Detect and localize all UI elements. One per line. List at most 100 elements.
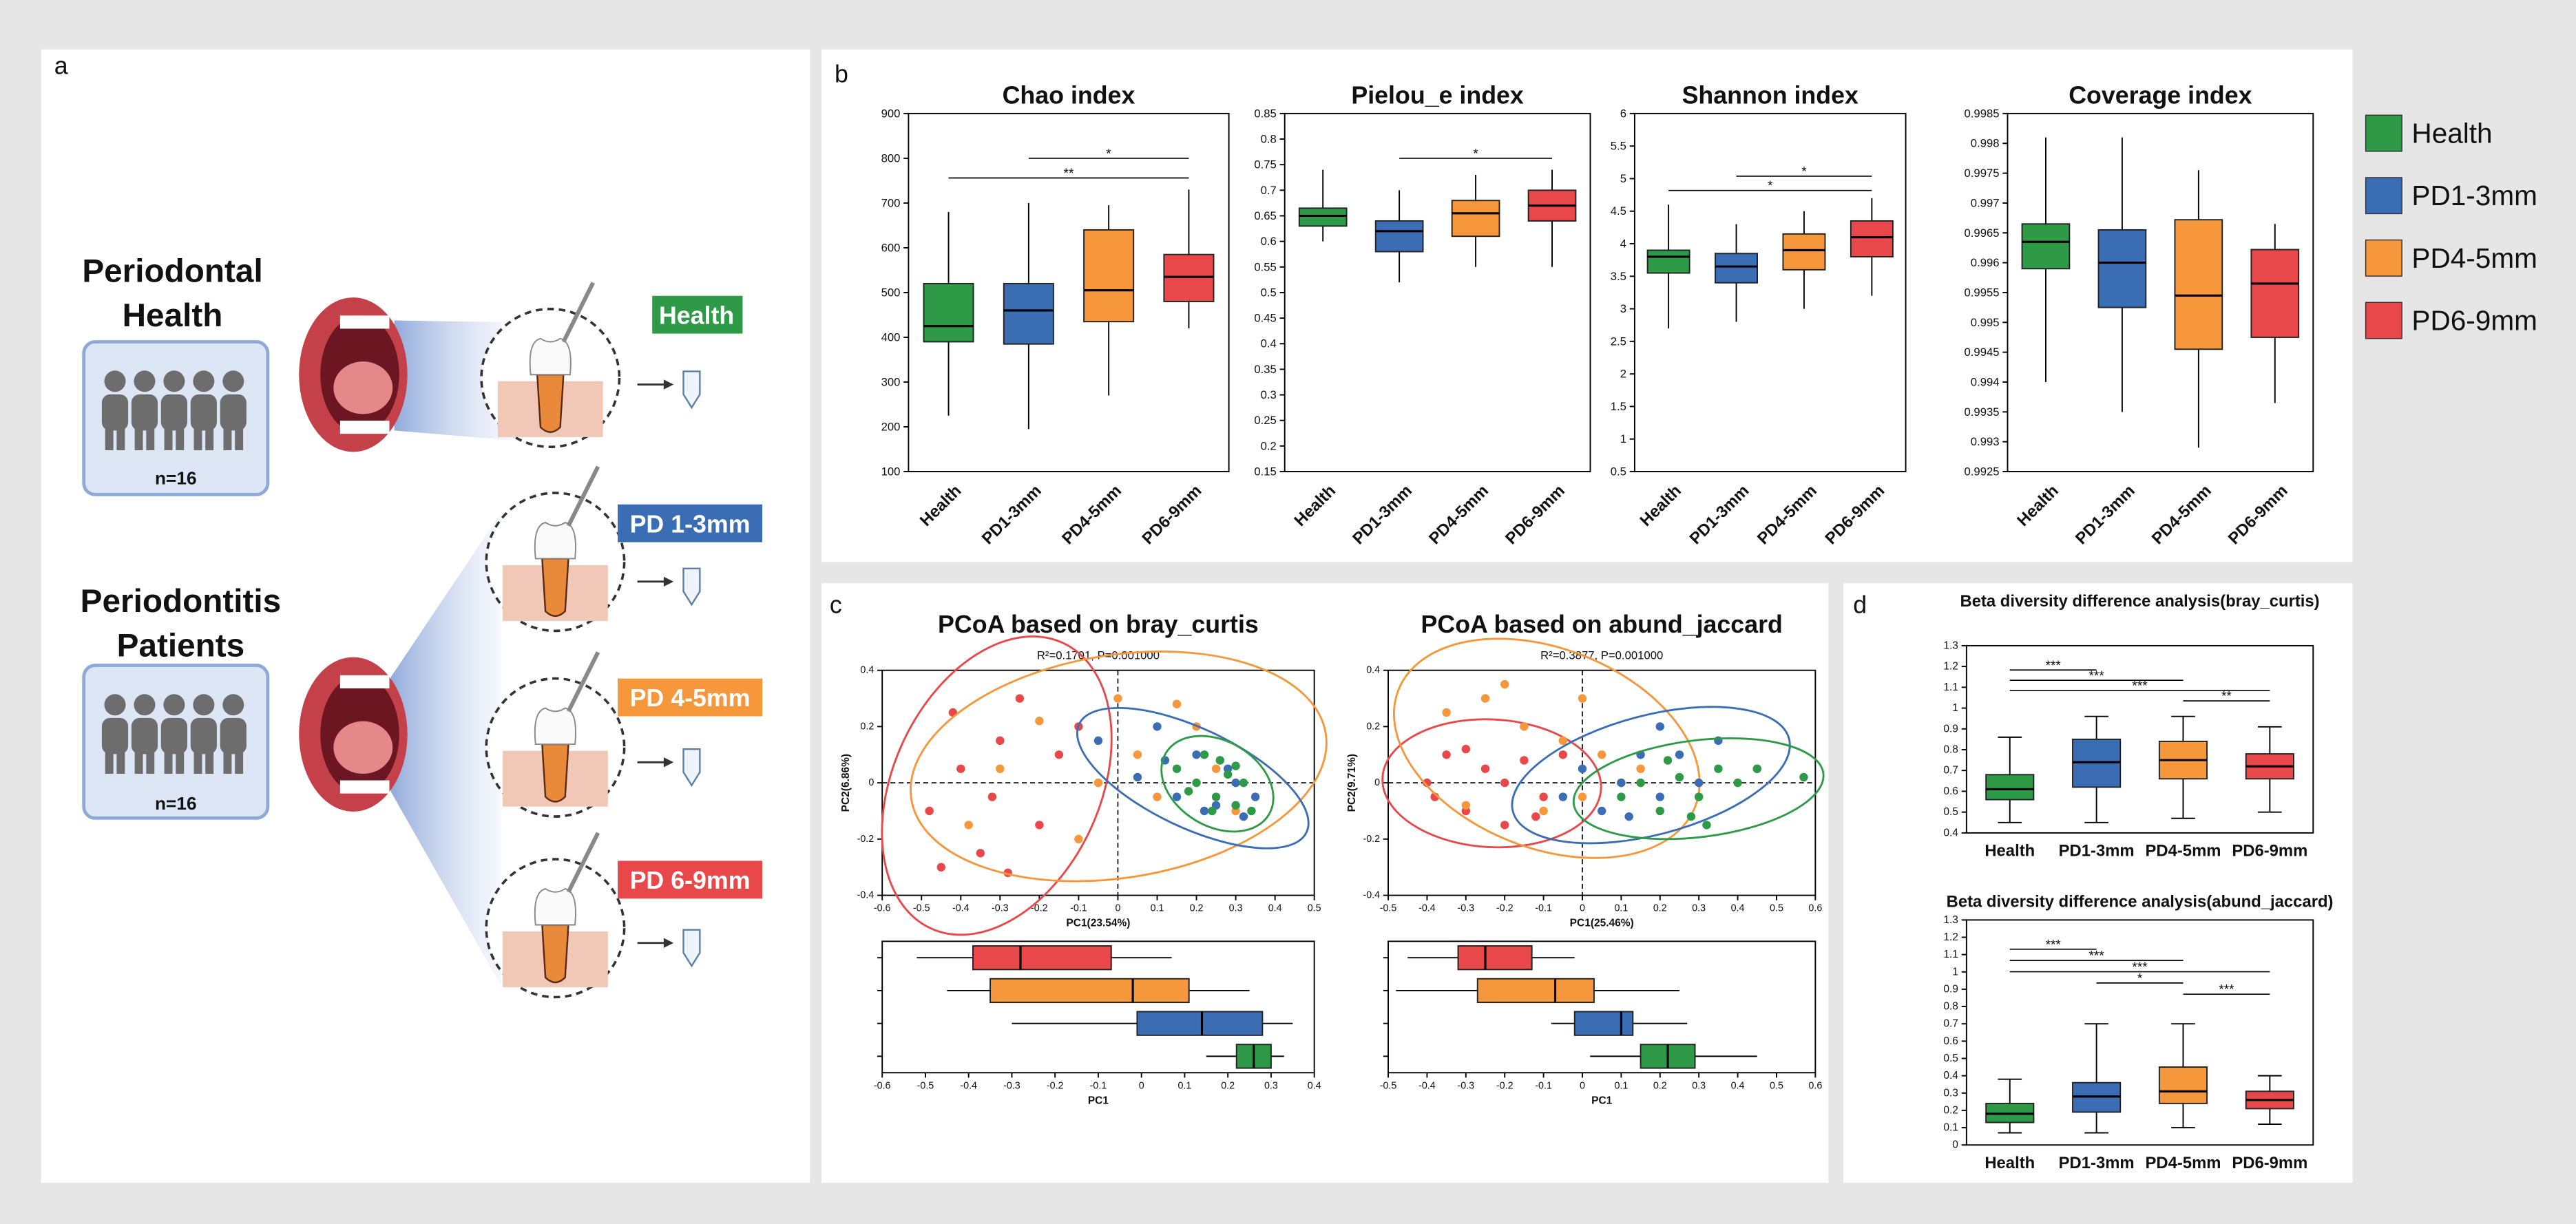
point <box>1211 792 1221 801</box>
box <box>1573 1011 1634 1036</box>
x-tick-label: 0.1 <box>1177 1080 1191 1091</box>
x-tick-label: -0.4 <box>960 1080 977 1091</box>
point <box>1239 778 1248 788</box>
y-tick-label: 0.2 <box>1366 721 1380 732</box>
chart-title: PCoA based on abund_jaccard <box>1421 611 1783 638</box>
confidence-ellipse <box>1511 706 1791 845</box>
x-tick-label: -0.5 <box>917 1080 934 1091</box>
y-tick-label: 1.1 <box>1943 682 1958 693</box>
point <box>1480 764 1490 773</box>
point <box>1461 744 1471 754</box>
y-tick-label: 0.7 <box>1261 184 1277 197</box>
point <box>1702 821 1711 830</box>
x-tick-label: 0.2 <box>1653 1080 1667 1091</box>
point <box>1200 806 1209 816</box>
point <box>996 736 1005 746</box>
legend-label: PD6-9mm <box>2411 305 2537 337</box>
y-tick-label: 2 <box>1620 368 1626 381</box>
significance-label: *** <box>2219 983 2234 998</box>
x-tick-label: -0.5 <box>1380 903 1397 914</box>
point <box>1733 778 1742 788</box>
point <box>1208 806 1217 816</box>
x-tick-label: 0.4 <box>1731 1080 1745 1091</box>
box <box>1451 200 1500 238</box>
point <box>1655 806 1664 816</box>
y-tick-label: 0.55 <box>1254 260 1276 273</box>
y-tick-label: 3 <box>1620 302 1626 315</box>
x-tick-label: PD1-3mm <box>2059 1154 2135 1172</box>
point <box>1655 792 1664 801</box>
sample-label: PD 6-9mm <box>630 867 751 894</box>
point <box>1461 801 1471 810</box>
legend-swatch <box>2365 114 2402 152</box>
y-tick-label: 0.993 <box>1971 435 2000 448</box>
point <box>925 806 934 816</box>
point <box>1172 764 1182 773</box>
chart-subtitle: R²=0.3877, P=0.001000 <box>1540 649 1663 662</box>
y-tick-label: 0.5 <box>1261 286 1277 299</box>
point <box>1239 812 1248 821</box>
point <box>1558 750 1568 759</box>
y-tick-label: 4.5 <box>1611 204 1626 218</box>
x-tick-label: -0.2 <box>1496 1080 1514 1091</box>
point <box>1617 792 1626 801</box>
y-tick-label: 200 <box>881 420 901 433</box>
y-tick-label: 0.35 <box>1254 363 1276 376</box>
y-tick-label: 0.9925 <box>1965 465 2000 478</box>
point <box>1714 764 1723 773</box>
confidence-ellipse <box>1160 735 1275 833</box>
x-tick-label: 0.2 <box>1190 903 1204 914</box>
y-tick-label: 0.4 <box>1943 827 1958 838</box>
x-tick-label: -0.4 <box>1418 903 1436 914</box>
y-tick-label: 1 <box>1620 432 1626 445</box>
y-tick-label: -0.4 <box>857 890 875 901</box>
point <box>1215 756 1224 765</box>
x-tick-label: 0.3 <box>1692 1080 1706 1091</box>
legend-label: PD1-3mm <box>2411 180 2537 211</box>
point <box>1200 750 1209 759</box>
panel-label: d <box>1853 591 1867 618</box>
y-tick-label: 0.998 <box>1971 137 2000 150</box>
point <box>1442 750 1451 759</box>
significance-label: *** <box>2132 679 2148 694</box>
box <box>1003 282 1054 345</box>
box <box>1083 229 1135 323</box>
chart-title: Coverage index <box>2069 82 2252 109</box>
point <box>1442 708 1451 717</box>
panel-b <box>821 49 2353 562</box>
point <box>1655 722 1664 731</box>
y-tick-label: 0.9985 <box>1965 107 2000 120</box>
y-tick-label: 4 <box>1620 238 1626 251</box>
point <box>1799 772 1808 782</box>
point <box>1093 778 1103 788</box>
point <box>1192 750 1201 759</box>
x-tick-label: 0.3 <box>1229 903 1243 914</box>
point <box>1015 694 1025 703</box>
y-tick-label: 5.5 <box>1611 140 1626 153</box>
point <box>1617 778 1626 788</box>
sample-label-box <box>652 295 743 334</box>
x-tick-label: 0.2 <box>1221 1080 1235 1091</box>
box <box>1163 253 1215 302</box>
x-axis-label: PC1(25.46%) <box>1570 918 1634 929</box>
y-tick-label: 0 <box>868 777 874 788</box>
y-tick-label: 1.1 <box>1943 949 1958 960</box>
point <box>1231 778 1240 788</box>
x-tick-label: -0.3 <box>1458 903 1475 914</box>
point <box>1223 770 1233 779</box>
x-tick-label: -0.4 <box>952 903 970 914</box>
y-tick-label: 0.5 <box>1943 1053 1958 1064</box>
panel-label: a <box>54 52 68 80</box>
point <box>1624 812 1633 821</box>
point <box>1520 756 1529 765</box>
chart-title: PCoA based on bray_curtis <box>938 611 1259 638</box>
point <box>1558 736 1568 746</box>
x-tick-label: PD1-3mm <box>2059 842 2135 861</box>
confidence-ellipse <box>1381 718 1602 849</box>
confidence-ellipse <box>1393 637 1701 859</box>
point <box>1172 792 1182 801</box>
y-tick-label: 300 <box>881 375 901 388</box>
point <box>987 792 997 801</box>
legend-swatch <box>2365 177 2402 215</box>
x-axis-label: PC1(23.54%) <box>1066 918 1130 929</box>
